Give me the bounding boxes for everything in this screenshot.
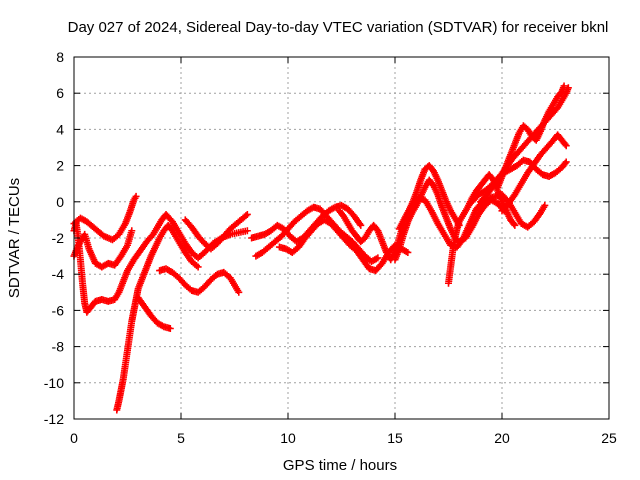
x-tick-label: 20 xyxy=(494,430,510,446)
series-arc-17 xyxy=(494,82,568,191)
y-axis-label: SDTVAR / TECUs xyxy=(6,178,23,298)
y-tick-label: 0 xyxy=(56,194,64,210)
data-point-marker xyxy=(510,220,518,228)
y-tick-label: 6 xyxy=(56,85,64,101)
x-axis-ticks: 0 5 10 15 20 25 xyxy=(70,57,617,446)
data-point-marker xyxy=(242,212,250,220)
data-point-marker xyxy=(132,192,140,200)
x-axis-label: GPS time / hours xyxy=(283,457,397,474)
data-point-marker xyxy=(404,248,412,256)
data-point-marker xyxy=(166,325,174,332)
data-point-marker xyxy=(235,288,243,296)
chart-title: Day 027 of 2024, Sidereal Day-to-day VTE… xyxy=(68,19,609,36)
data-point-marker xyxy=(243,227,251,235)
data-point-marker xyxy=(128,227,136,235)
series-arc-6 xyxy=(156,265,243,296)
series-arc-18 xyxy=(498,131,570,215)
series-arc-1 xyxy=(70,192,140,244)
y-tick-label: -10 xyxy=(44,375,64,391)
x-tick-label: 5 xyxy=(177,430,185,446)
x-tick-label: 0 xyxy=(70,430,78,446)
data-point-marker xyxy=(511,221,519,229)
y-tick-label: 4 xyxy=(56,121,64,137)
x-tick-label: 25 xyxy=(601,430,617,446)
series-arc-10 xyxy=(275,216,412,275)
data-markers xyxy=(70,82,572,414)
x-tick-label: 15 xyxy=(387,430,403,446)
series-arc-8 xyxy=(248,201,365,246)
y-tick-label: 8 xyxy=(56,49,64,65)
series-arc-15 xyxy=(468,156,570,206)
data-point-marker xyxy=(357,221,365,229)
y-tick-label: -2 xyxy=(52,230,65,246)
series-arc-7 xyxy=(181,210,251,253)
y-tick-label: -4 xyxy=(52,266,65,282)
data-point-marker xyxy=(243,210,251,218)
series-arc-4 xyxy=(113,221,202,414)
data-point-marker xyxy=(561,159,569,167)
series-arc-5 xyxy=(134,294,174,332)
data-point-marker xyxy=(356,220,364,228)
series-arc-14 xyxy=(445,171,519,287)
y-tick-label: -6 xyxy=(52,302,65,318)
data-point-marker xyxy=(194,263,202,271)
x-tick-label: 10 xyxy=(280,430,296,446)
y-tick-label: -12 xyxy=(44,411,64,427)
data-point-marker xyxy=(541,201,549,209)
data-point-marker xyxy=(560,82,568,90)
data-point-marker xyxy=(561,140,569,148)
series-arc-3 xyxy=(70,210,251,316)
data-point-marker xyxy=(562,142,570,150)
y-tick-label: -8 xyxy=(52,339,65,355)
data-point-marker xyxy=(374,254,382,262)
y-axis-ticks: -12 -10 -8 -6 -4 -2 0 2 4 6 8 xyxy=(44,49,609,427)
y-tick-label: 2 xyxy=(56,158,64,174)
data-point-marker xyxy=(562,158,570,166)
